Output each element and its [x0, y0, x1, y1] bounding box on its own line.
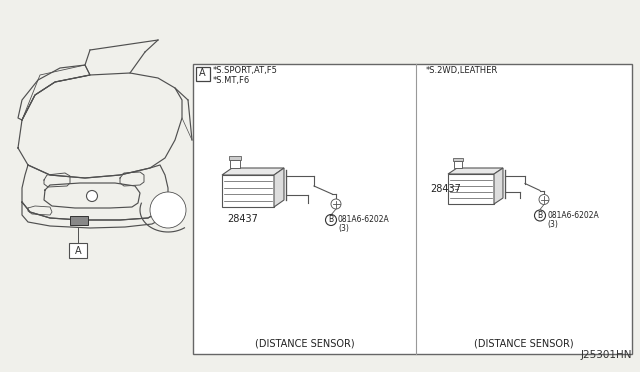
Text: (DISTANCE SENSOR): (DISTANCE SENSOR)	[474, 339, 574, 349]
Text: (3): (3)	[547, 220, 558, 229]
FancyBboxPatch shape	[69, 243, 87, 258]
FancyBboxPatch shape	[195, 67, 209, 80]
Text: (DISTANCE SENSOR): (DISTANCE SENSOR)	[255, 339, 355, 349]
Text: B: B	[538, 211, 543, 220]
Text: 081A6-6202A: 081A6-6202A	[338, 215, 390, 224]
Bar	[70, 216, 88, 225]
Circle shape	[331, 199, 341, 209]
Text: A: A	[75, 246, 81, 256]
Text: A: A	[199, 68, 206, 78]
Polygon shape	[494, 168, 503, 204]
Bar	[230, 160, 240, 168]
Circle shape	[326, 215, 337, 225]
Text: 28437: 28437	[227, 214, 258, 224]
Text: (3): (3)	[338, 224, 349, 234]
Circle shape	[150, 192, 186, 228]
Bar	[454, 161, 462, 168]
Circle shape	[86, 190, 97, 202]
Text: *S.2WD,LEATHER: *S.2WD,LEATHER	[426, 67, 499, 76]
Text: *S.MT,F6: *S.MT,F6	[213, 76, 250, 84]
Text: 28437: 28437	[430, 184, 461, 194]
Polygon shape	[448, 168, 503, 174]
Bar	[222, 175, 274, 207]
Text: J25301HN: J25301HN	[580, 350, 632, 360]
Bar	[193, 64, 632, 354]
Bar	[453, 158, 463, 161]
Bar	[229, 156, 241, 160]
Text: *S.SPORT,AT,F5: *S.SPORT,AT,F5	[213, 67, 278, 76]
Circle shape	[534, 210, 545, 221]
Circle shape	[539, 195, 549, 205]
Text: B: B	[328, 215, 333, 224]
Text: 081A6-6202A: 081A6-6202A	[547, 211, 599, 220]
Polygon shape	[222, 168, 284, 175]
Bar	[448, 174, 494, 204]
Polygon shape	[274, 168, 284, 207]
